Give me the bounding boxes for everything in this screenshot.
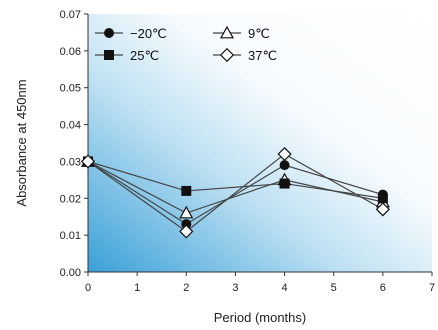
series-markers [80, 146, 390, 239]
data-point-series-0 [181, 219, 192, 230]
y-tick-label: 0.03 [60, 156, 81, 168]
legend-marker [104, 50, 114, 60]
x-tick-label: 4 [282, 282, 288, 294]
x-tick-label: 7 [429, 282, 435, 294]
x-tick-label: 0 [85, 282, 91, 294]
y-tick-label: 0.02 [60, 193, 81, 205]
axes: 0 1 2 3 4 5 6 7 0.00 0.01 0.02 0.03 0.04 0.05 0.06 0.07 [60, 9, 435, 294]
x-tick-label: 2 [183, 282, 189, 294]
legend-marker [219, 25, 235, 39]
series-lines [87, 153, 384, 233]
y-tick-label: 0.01 [60, 230, 81, 242]
legend-label: 9℃ [248, 26, 270, 41]
x-tick-label: 5 [331, 282, 337, 294]
data-point-series-2 [181, 185, 192, 196]
series-line-3 [87, 153, 384, 233]
series-line-2 [87, 160, 383, 199]
series-line-0 [87, 160, 384, 225]
x-axis-title: Period (months) [214, 310, 306, 325]
legend-label: 37℃ [248, 48, 277, 63]
legend-marker [104, 28, 114, 38]
legend-label: 25℃ [130, 48, 159, 63]
data-point-series-3 [80, 154, 96, 169]
y-tick-label: 0.04 [60, 120, 81, 132]
data-point-series-3 [375, 202, 390, 217]
data-point-series-0 [279, 160, 290, 171]
x-tick-label: 1 [134, 282, 140, 294]
legend-label: −20℃ [130, 26, 167, 41]
legend-marker [219, 47, 235, 63]
data-point-series-2 [279, 178, 290, 189]
data-point-series-3 [277, 146, 292, 162]
data-point-series-1 [179, 205, 194, 219]
y-tick-label: 0.05 [60, 83, 81, 95]
data-point-series-2 [377, 193, 388, 204]
x-tick-label: 6 [380, 282, 386, 294]
legend: −20℃ 9℃ 25℃ 37℃ [95, 25, 277, 63]
data-point-series-3 [179, 224, 194, 239]
y-tick-label: 0.07 [60, 9, 81, 21]
plot-background [88, 14, 432, 272]
y-axis-title: Absorbance at 450nm [14, 79, 29, 206]
y-tick-label: 0.00 [60, 267, 81, 279]
x-tick-label: 3 [232, 282, 238, 294]
y-tick-label: 0.06 [60, 46, 81, 58]
